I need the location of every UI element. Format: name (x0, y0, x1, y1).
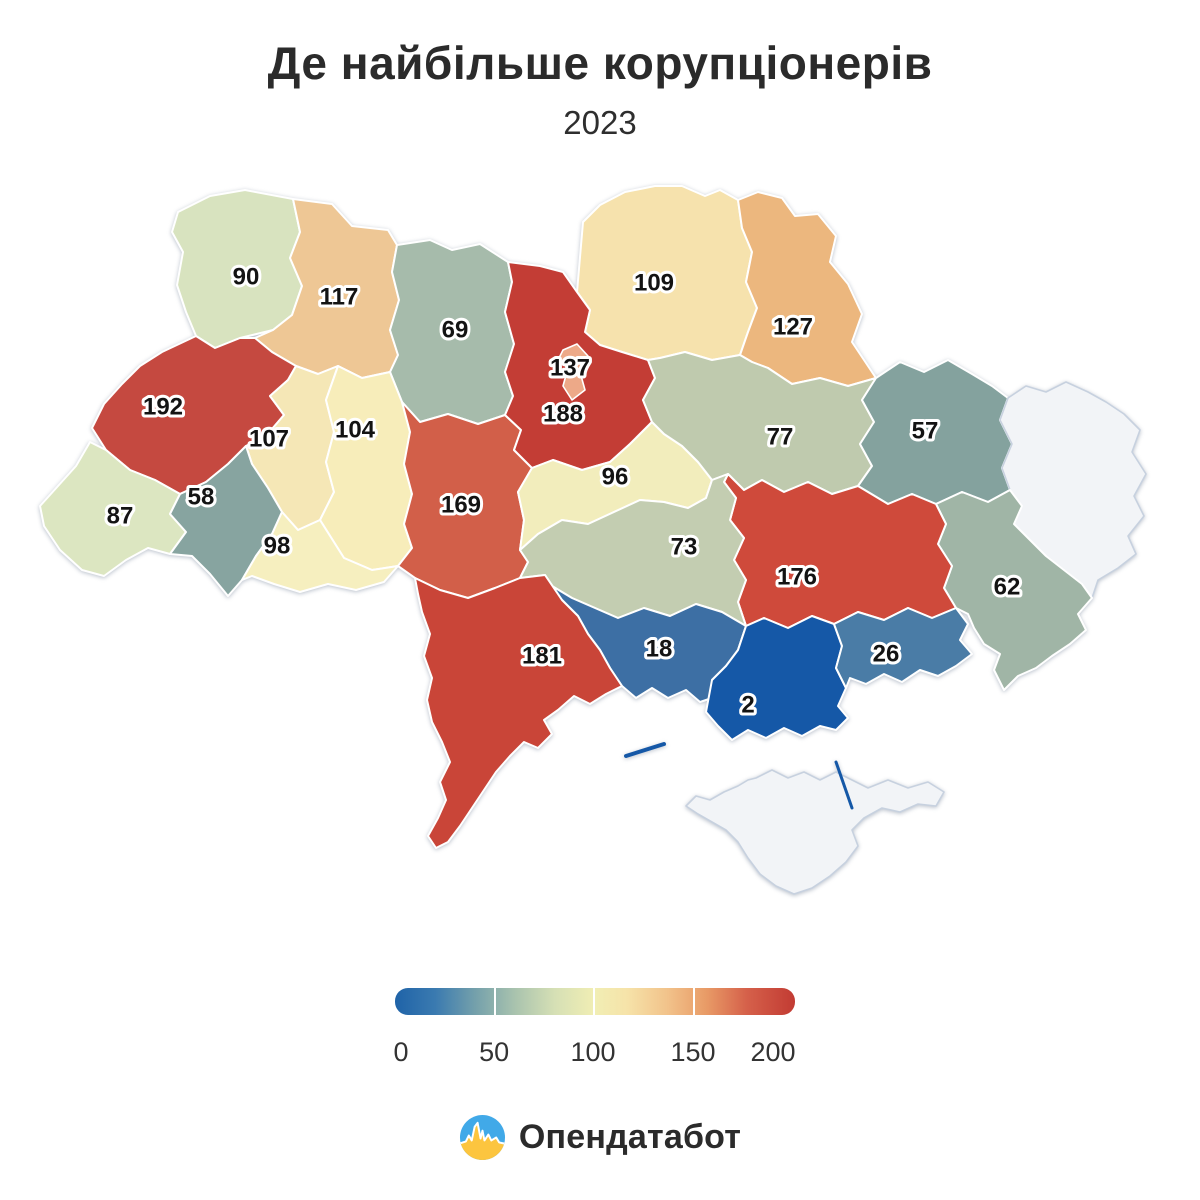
legend-gradient-bar (395, 988, 795, 1015)
opendatabot-logo: Опендатабот (0, 1114, 1200, 1161)
legend-tick-0: 0 (393, 1037, 409, 1067)
color-legend: 0 50 100 150 200 (393, 988, 796, 1071)
region-chernivtsi (241, 511, 399, 593)
region-dnipropetrovsk (723, 473, 957, 629)
region-value-ternopil: 107 (249, 426, 289, 453)
region-odesa (414, 574, 623, 849)
region-value-kherson: 2 (741, 692, 754, 719)
region-value-donetsk: 62 (994, 574, 1021, 601)
region-crimea (685, 769, 945, 895)
legend-separator (593, 988, 595, 1015)
region-value-dnipropetrovsk: 176 (777, 564, 817, 591)
region-sumy (737, 191, 877, 387)
legend-tick-50: 50 (479, 1037, 510, 1067)
legend-separator (693, 988, 695, 1015)
chart-year: 2023 (563, 104, 637, 141)
region-khmelnytskyi (319, 365, 413, 571)
region-kherson (705, 615, 849, 741)
region-value-kyiv-oblast: 188 (543, 401, 583, 428)
region-value-zhytomyr: 69 (442, 317, 469, 344)
region-value-zakarpattia: 87 (107, 503, 134, 530)
chart-title: Де найбільше корупціонерів (267, 37, 933, 89)
region-value-chernivtsi: 98 (264, 533, 291, 560)
region-value-chernihiv: 109 (634, 270, 674, 297)
region-kyiv-city (557, 343, 589, 401)
region-value-zaporizhzhia: 26 (873, 641, 900, 668)
region-value-cherkasy: 96 (602, 464, 629, 491)
region-value-ivano-frankivsk: 58 (188, 484, 215, 511)
opendatabot-wordmark: Опендатабот (518, 1118, 742, 1156)
coastal-spit (624, 742, 666, 758)
region-value-mykolaiv: 18 (646, 636, 673, 663)
region-value-volyn: 90 (233, 264, 260, 291)
legend-tick-100: 100 (570, 1037, 616, 1067)
legend-ticks: 0 50 100 150 200 (393, 1037, 796, 1071)
region-value-rivne: 117 (320, 284, 359, 311)
region-zakarpattia (39, 441, 187, 577)
legend-tick-150: 150 (670, 1037, 716, 1067)
region-value-lviv: 192 (143, 394, 183, 421)
region-value-kharkiv: 57 (912, 418, 939, 445)
region-value-kirovohrad: 73 (671, 534, 698, 561)
region-zaporizhzhia (833, 607, 973, 689)
region-value-vinnytsia: 169 (441, 492, 481, 519)
legend-separator (494, 988, 496, 1015)
region-value-kyiv-city: 137 (550, 355, 590, 382)
region-value-khmelnytskyi: 104 (335, 417, 376, 444)
legend-tick-200: 200 (750, 1037, 796, 1067)
coastal-spit (834, 760, 854, 810)
region-value-odesa: 181 (522, 643, 562, 670)
opendatabot-logo-icon (459, 1114, 505, 1161)
chart-header: Де найбільше корупціонерів 2023 (0, 36, 1200, 142)
region-value-poltava: 77 (767, 424, 794, 451)
region-value-sumy: 127 (773, 314, 813, 341)
